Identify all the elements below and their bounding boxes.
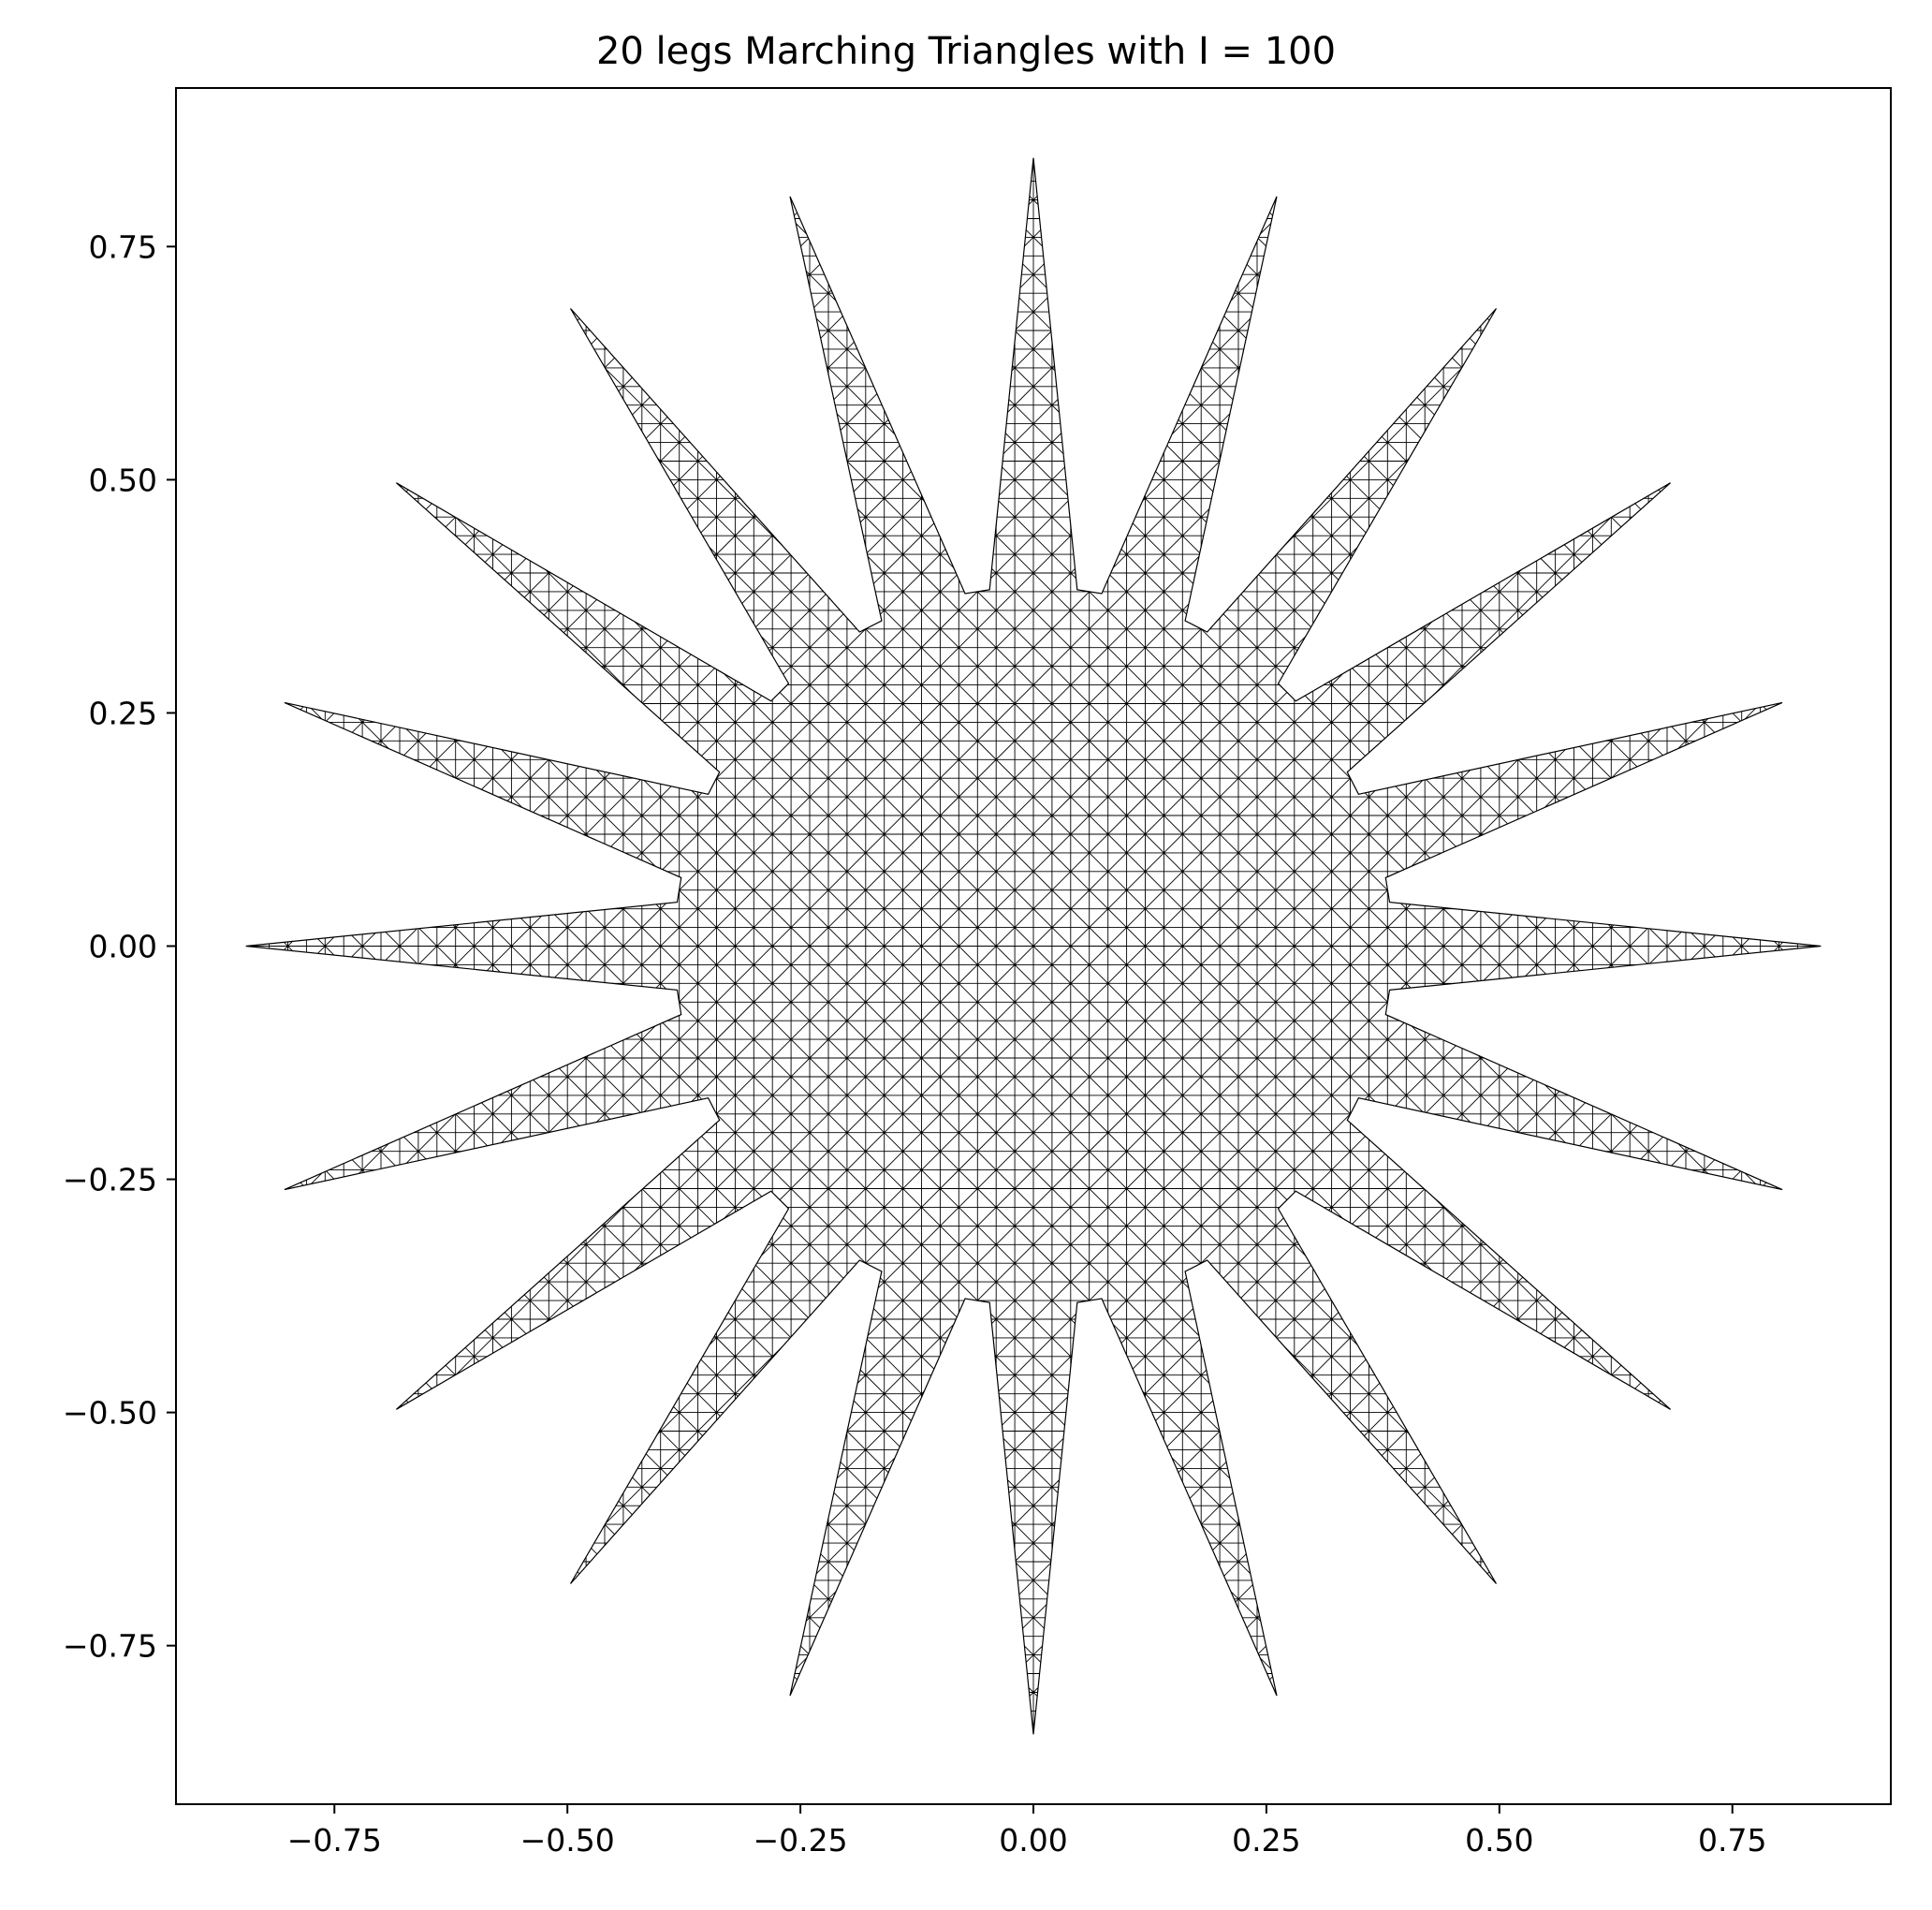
triangle-mesh: [245, 157, 1822, 1735]
y-tick-label: −0.75: [63, 1628, 157, 1665]
chart-title: 20 legs Marching Triangles with I = 100: [596, 30, 1336, 73]
x-tick-label: −0.75: [287, 1822, 382, 1859]
x-tick-label: −0.50: [520, 1822, 615, 1859]
x-tick-label: 0.50: [1465, 1822, 1533, 1859]
x-tick-label: −0.25: [754, 1822, 848, 1859]
mesh-lines: [245, 157, 1822, 1735]
x-tick-label: 0.75: [1698, 1822, 1766, 1859]
y-tick-label: 0.75: [89, 228, 157, 265]
x-axis: −0.75 −0.50 −0.25 0.00 0.25 0.50 0.75: [287, 1804, 1766, 1859]
y-tick-label: 0.00: [89, 929, 157, 965]
y-axis: −0.75 −0.50 −0.25 0.00 0.25 0.50 0.75: [63, 228, 176, 1665]
y-tick-label: 0.25: [89, 695, 157, 731]
x-tick-label: 0.25: [1232, 1822, 1300, 1859]
y-tick-label: 0.50: [89, 462, 157, 498]
mesh-outline: [245, 157, 1822, 1735]
y-tick-label: −0.25: [63, 1162, 157, 1198]
x-tick-label: 0.00: [999, 1822, 1067, 1859]
y-tick-label: −0.50: [63, 1395, 157, 1432]
